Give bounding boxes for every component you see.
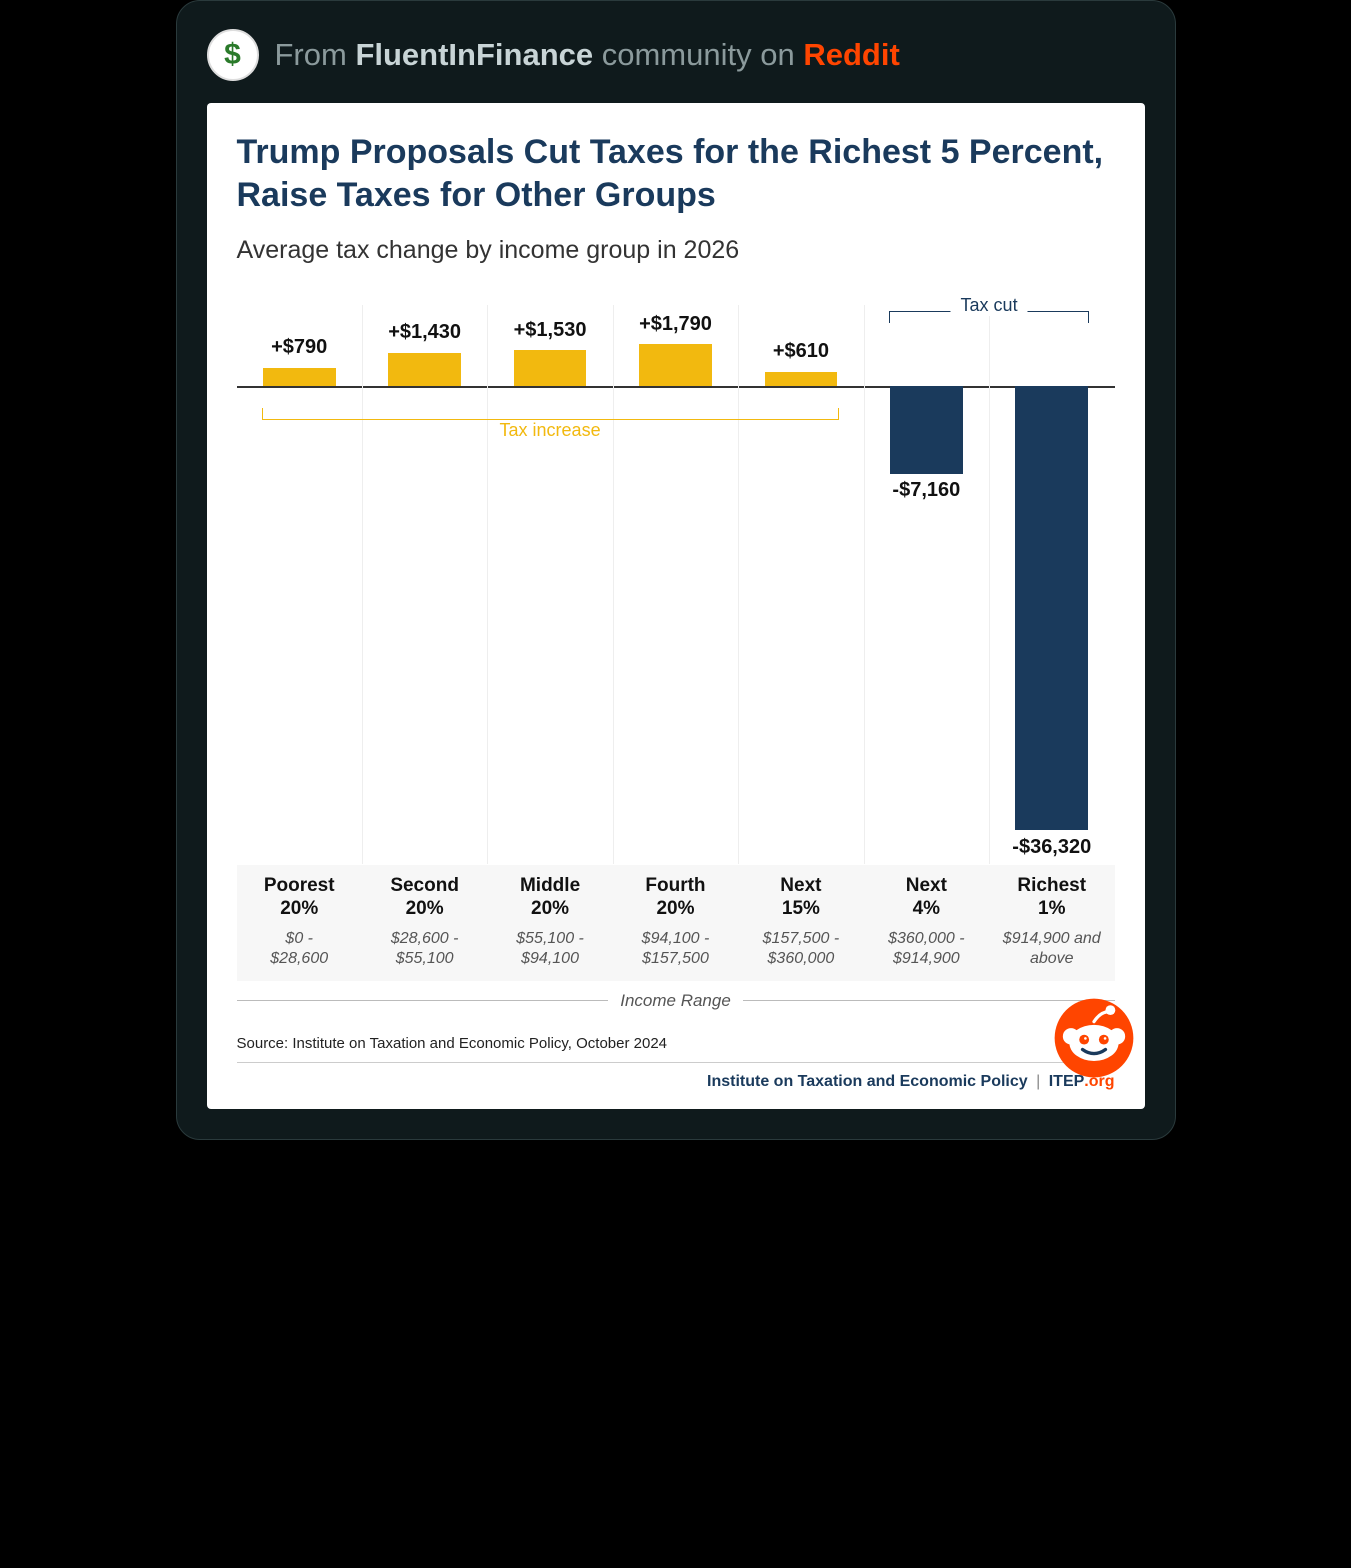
bar: [765, 372, 838, 386]
bar-value-label: +$1,530: [487, 319, 612, 342]
community-name[interactable]: FluentInFinance: [355, 37, 593, 72]
bracket-label: Tax increase: [490, 420, 611, 441]
header-middle: community on: [593, 37, 803, 72]
gridline: [864, 305, 865, 864]
reddit-snoo-icon[interactable]: [1053, 997, 1135, 1079]
bar: [263, 368, 336, 387]
x-axis-column: Middle20% $55,100 -$94,100: [487, 875, 612, 969]
gridline: [487, 305, 488, 864]
chart-source: Source: Institute on Taxation and Econom…: [237, 1035, 1115, 1063]
card-header: $ From FluentInFinance community on Redd…: [207, 29, 1145, 81]
gridline: [989, 305, 990, 864]
header-prefix: From: [275, 37, 356, 72]
income-range-label: $914,900 andabove: [989, 929, 1114, 969]
bar-value-label: +$610: [738, 340, 863, 363]
community-avatar[interactable]: $: [207, 29, 259, 81]
income-range-label: $55,100 -$94,100: [487, 929, 612, 969]
income-range-label: $0 -$28,600: [237, 929, 362, 969]
income-group-label: Second20%: [362, 875, 487, 921]
bar: [890, 386, 963, 474]
x-axis-column: Fourth20% $94,100 -$157,500: [613, 875, 738, 969]
income-group-label: Next4%: [864, 875, 989, 921]
chart-panel: Trump Proposals Cut Taxes for the Riches…: [207, 103, 1145, 1109]
zero-axis: [237, 386, 1115, 388]
gridline: [362, 305, 363, 864]
bar: [388, 353, 461, 386]
x-axis-column: Poorest20% $0 -$28,600: [237, 875, 362, 969]
gridline: [738, 305, 739, 864]
x-axis-column: Next4% $360,000 -$914,900: [864, 875, 989, 969]
income-group-label: Poorest20%: [237, 875, 362, 921]
chart-subtitle: Average tax change by income group in 20…: [237, 236, 1115, 265]
income-group-label: Next15%: [738, 875, 863, 921]
x-axis: Poorest20% $0 -$28,600Second20% $28,600 -$…: [237, 865, 1115, 981]
x-axis-caption: Income Range: [608, 991, 743, 1011]
income-group-label: Fourth20%: [613, 875, 738, 921]
header-text: From FluentInFinance community on Reddit: [275, 37, 900, 73]
x-axis-column: Second20% $28,600 -$55,100: [362, 875, 487, 969]
chart-title: Trump Proposals Cut Taxes for the Riches…: [237, 131, 1115, 216]
income-range-label: $28,600 -$55,100: [362, 929, 487, 969]
bar: [639, 344, 712, 386]
separator: |: [1036, 1073, 1040, 1090]
bar-value-label: +$790: [237, 336, 362, 359]
bracket-label: Tax cut: [951, 295, 1028, 316]
divider: [237, 1000, 609, 1001]
x-axis-column: Next15% $157,500 -$360,000: [738, 875, 863, 969]
attribution-org: Institute on Taxation and Economic Polic…: [707, 1073, 1028, 1090]
income-group-label: Richest1%: [989, 875, 1114, 921]
bracket: [262, 408, 839, 420]
x-axis-caption-row: Income Range: [237, 991, 1115, 1011]
bar-value-label: +$1,430: [362, 321, 487, 344]
x-axis-column: Richest1% $914,900 andabove: [989, 875, 1114, 969]
reddit-card: $ From FluentInFinance community on Redd…: [176, 0, 1176, 1140]
bar: [1015, 386, 1088, 830]
chart-attribution: Institute on Taxation and Economic Polic…: [237, 1073, 1115, 1091]
bar: [514, 350, 587, 386]
income-group-label: Middle20%: [487, 875, 612, 921]
bar-value-label: +$1,790: [613, 313, 738, 336]
income-range-label: $94,100 -$157,500: [613, 929, 738, 969]
income-range-label: $360,000 -$914,900: [864, 929, 989, 969]
chart-plot-area: +$790+$1,430+$1,530+$1,790+$610 -$7,160 -$…: [237, 305, 1115, 865]
bar-value-label: -$7,160: [864, 479, 989, 502]
gridline: [613, 305, 614, 864]
bar-value-label: -$36,320: [989, 836, 1114, 859]
platform-name[interactable]: Reddit: [803, 37, 899, 72]
income-range-label: $157,500 -$360,000: [738, 929, 863, 969]
